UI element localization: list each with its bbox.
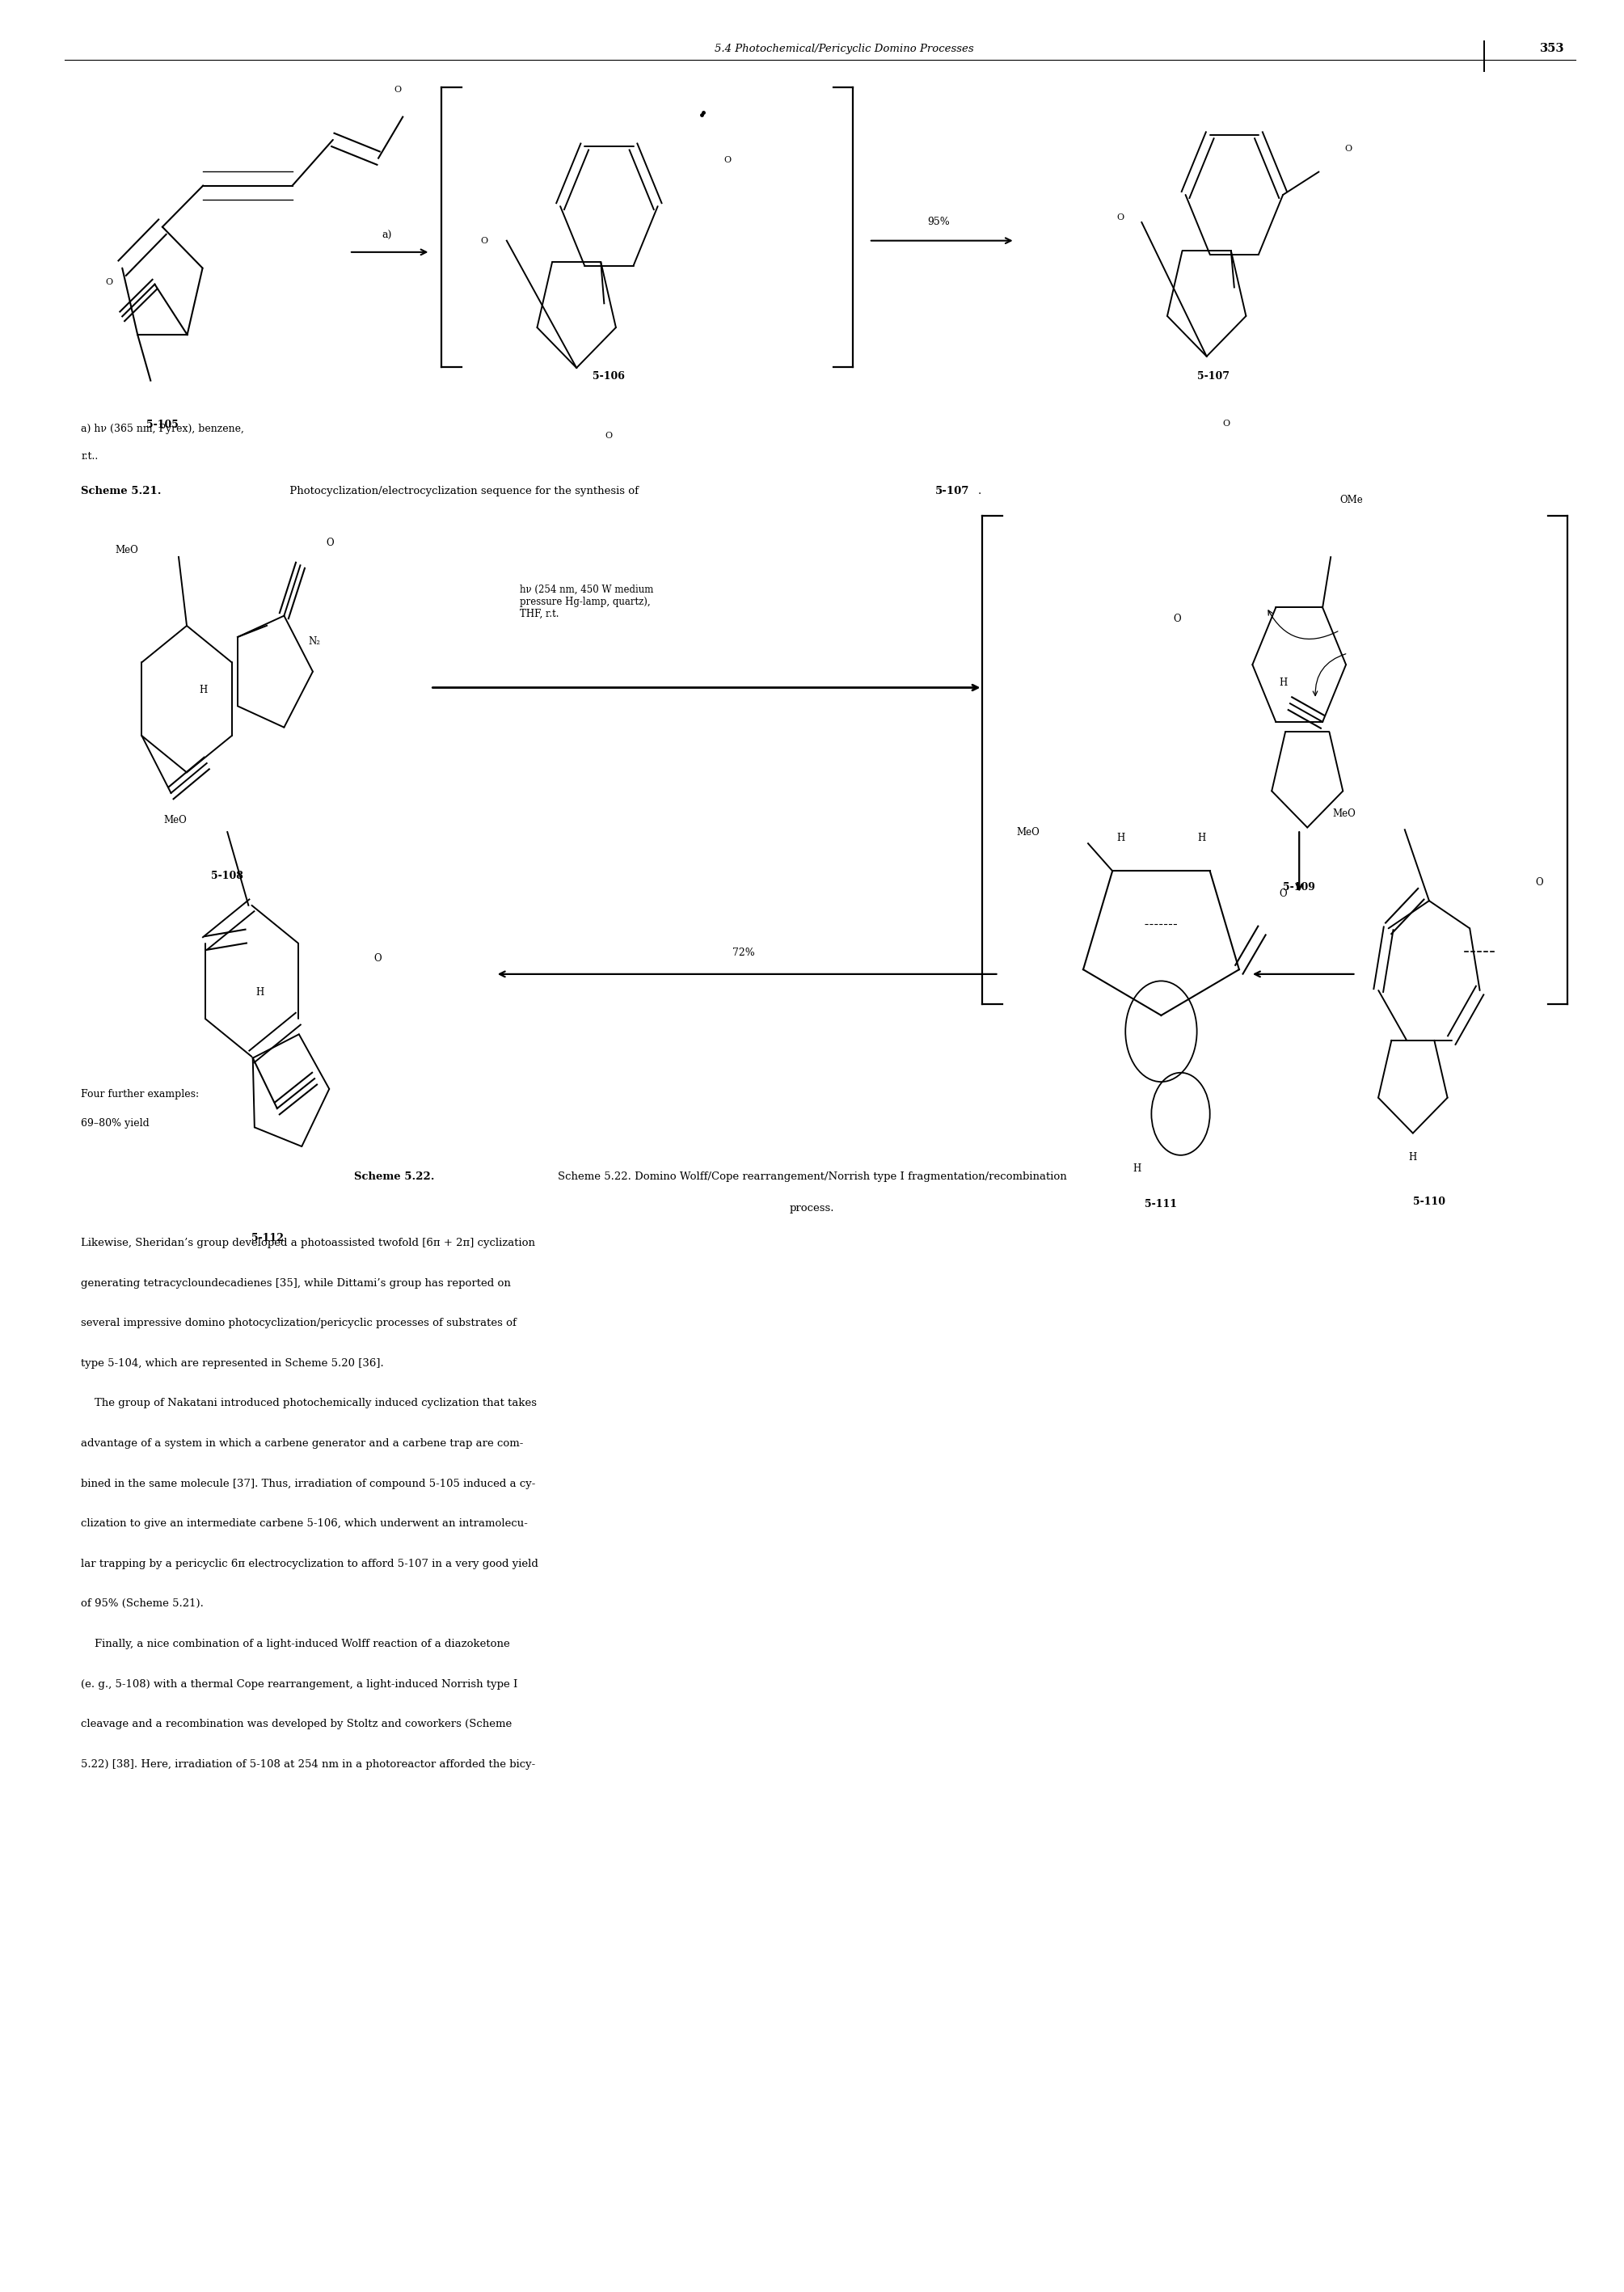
Text: O: O [1223, 419, 1229, 429]
Text: (e. g., 5-108) with a thermal Cope rearrangement, a light-induced Norrish type I: (e. g., 5-108) with a thermal Cope rearr… [81, 1678, 518, 1689]
Text: 95%: 95% [927, 215, 950, 227]
Text: Scheme 5.21.: Scheme 5.21. [81, 486, 162, 497]
Text: 5-109: 5-109 [1283, 882, 1315, 894]
Text: Four further examples:: Four further examples: [81, 1089, 200, 1100]
Text: process.: process. [789, 1203, 835, 1215]
Text: The group of Nakatani introduced photochemically induced cyclization that takes: The group of Nakatani introduced photoch… [81, 1398, 538, 1410]
Text: O: O [1174, 614, 1181, 623]
Text: 5.22) [38]. Here, irradiation of 5-108 at 254 nm in a photoreactor afforded the : 5.22) [38]. Here, irradiation of 5-108 a… [81, 1760, 536, 1769]
Text: Scheme 5.22.: Scheme 5.22. [354, 1171, 435, 1183]
Text: 72%: 72% [732, 947, 755, 958]
Text: clization to give an intermediate carbene 5-106, which underwent an intramolecu-: clization to give an intermediate carben… [81, 1520, 528, 1529]
Text: Scheme 5.22. Domino Wolff/Cope rearrangement/Norrish type I fragmentation/recomb: Scheme 5.22. Domino Wolff/Cope rearrange… [557, 1171, 1067, 1183]
Text: generating tetracycloundecadienes [35], while Dittami’s group has reported on: generating tetracycloundecadienes [35], … [81, 1279, 512, 1288]
Text: H: H [198, 685, 208, 694]
Text: O: O [395, 85, 401, 94]
Text: 69–80% yield: 69–80% yield [81, 1118, 149, 1130]
Text: Likewise, Sheridan’s group developed a photoassisted twofold [6π + 2π] cyclizati: Likewise, Sheridan’s group developed a p… [81, 1238, 536, 1249]
Text: advantage of a system in which a carbene generator and a carbene trap are com-: advantage of a system in which a carbene… [81, 1439, 523, 1449]
Text: 5-112: 5-112 [252, 1233, 284, 1245]
Text: type 5-104, which are represented in Scheme 5.20 [36].: type 5-104, which are represented in Sch… [81, 1357, 385, 1368]
Text: a) hν (365 nm, Pyrex), benzene,: a) hν (365 nm, Pyrex), benzene, [81, 424, 244, 435]
Text: O: O [1280, 889, 1286, 898]
Text: O: O [1536, 878, 1543, 887]
Text: O: O [326, 539, 333, 548]
Text: MeO: MeO [1017, 827, 1039, 837]
Text: MeO: MeO [1333, 809, 1356, 818]
Text: H: H [1132, 1164, 1142, 1174]
Text: 5-108: 5-108 [211, 871, 244, 882]
Text: .: . [978, 486, 981, 497]
Text: 5-107: 5-107 [935, 486, 970, 497]
Text: 5-110: 5-110 [1413, 1196, 1445, 1208]
Text: 5-105: 5-105 [146, 419, 179, 431]
Text: O: O [1117, 213, 1124, 222]
Text: Photocyclization/electrocyclization sequence for the synthesis of: Photocyclization/electrocyclization sequ… [286, 486, 641, 497]
Text: O: O [374, 953, 382, 963]
Text: 5-106: 5-106 [593, 371, 625, 383]
Text: H: H [1116, 832, 1125, 843]
Text: cleavage and a recombination was developed by Stoltz and coworkers (Scheme: cleavage and a recombination was develop… [81, 1719, 512, 1730]
Text: bined in the same molecule [37]. Thus, irradiation of compound 5-105 induced a c: bined in the same molecule [37]. Thus, i… [81, 1478, 536, 1490]
Text: H: H [1197, 832, 1207, 843]
Text: H: H [1278, 678, 1288, 688]
Text: O: O [481, 236, 487, 245]
Text: hν (254 nm, 450 W medium
pressure Hg-lamp, quartz),
THF, r.t.: hν (254 nm, 450 W medium pressure Hg-lam… [520, 584, 653, 619]
Text: H: H [255, 988, 265, 997]
Text: O: O [606, 431, 612, 440]
Text: 5.4 Photochemical/Pericyclic Domino Processes: 5.4 Photochemical/Pericyclic Domino Proc… [715, 44, 974, 55]
Text: several impressive domino photocyclization/pericyclic processes of substrates of: several impressive domino photocyclizati… [81, 1318, 516, 1329]
Text: 5-111: 5-111 [1145, 1199, 1177, 1210]
Text: 5-107: 5-107 [1197, 371, 1229, 383]
Text: O: O [724, 156, 731, 165]
Text: Finally, a nice combination of a light-induced Wolff reaction of a diazoketone: Finally, a nice combination of a light-i… [81, 1639, 510, 1650]
Text: OMe: OMe [1340, 495, 1363, 504]
Text: lar trapping by a pericyclic 6π electrocyclization to afford 5-107 in a very goo: lar trapping by a pericyclic 6π electroc… [81, 1559, 539, 1570]
Text: N₂: N₂ [309, 637, 320, 646]
Text: O: O [1345, 144, 1351, 154]
Text: r.t..: r.t.. [81, 452, 99, 463]
Text: MeO: MeO [164, 816, 187, 825]
Text: MeO: MeO [115, 545, 138, 555]
Text: H: H [1408, 1153, 1418, 1162]
Text: a): a) [382, 229, 391, 241]
Text: of 95% (Scheme 5.21).: of 95% (Scheme 5.21). [81, 1600, 205, 1609]
Text: 353: 353 [1540, 44, 1566, 55]
Text: O: O [106, 277, 114, 286]
